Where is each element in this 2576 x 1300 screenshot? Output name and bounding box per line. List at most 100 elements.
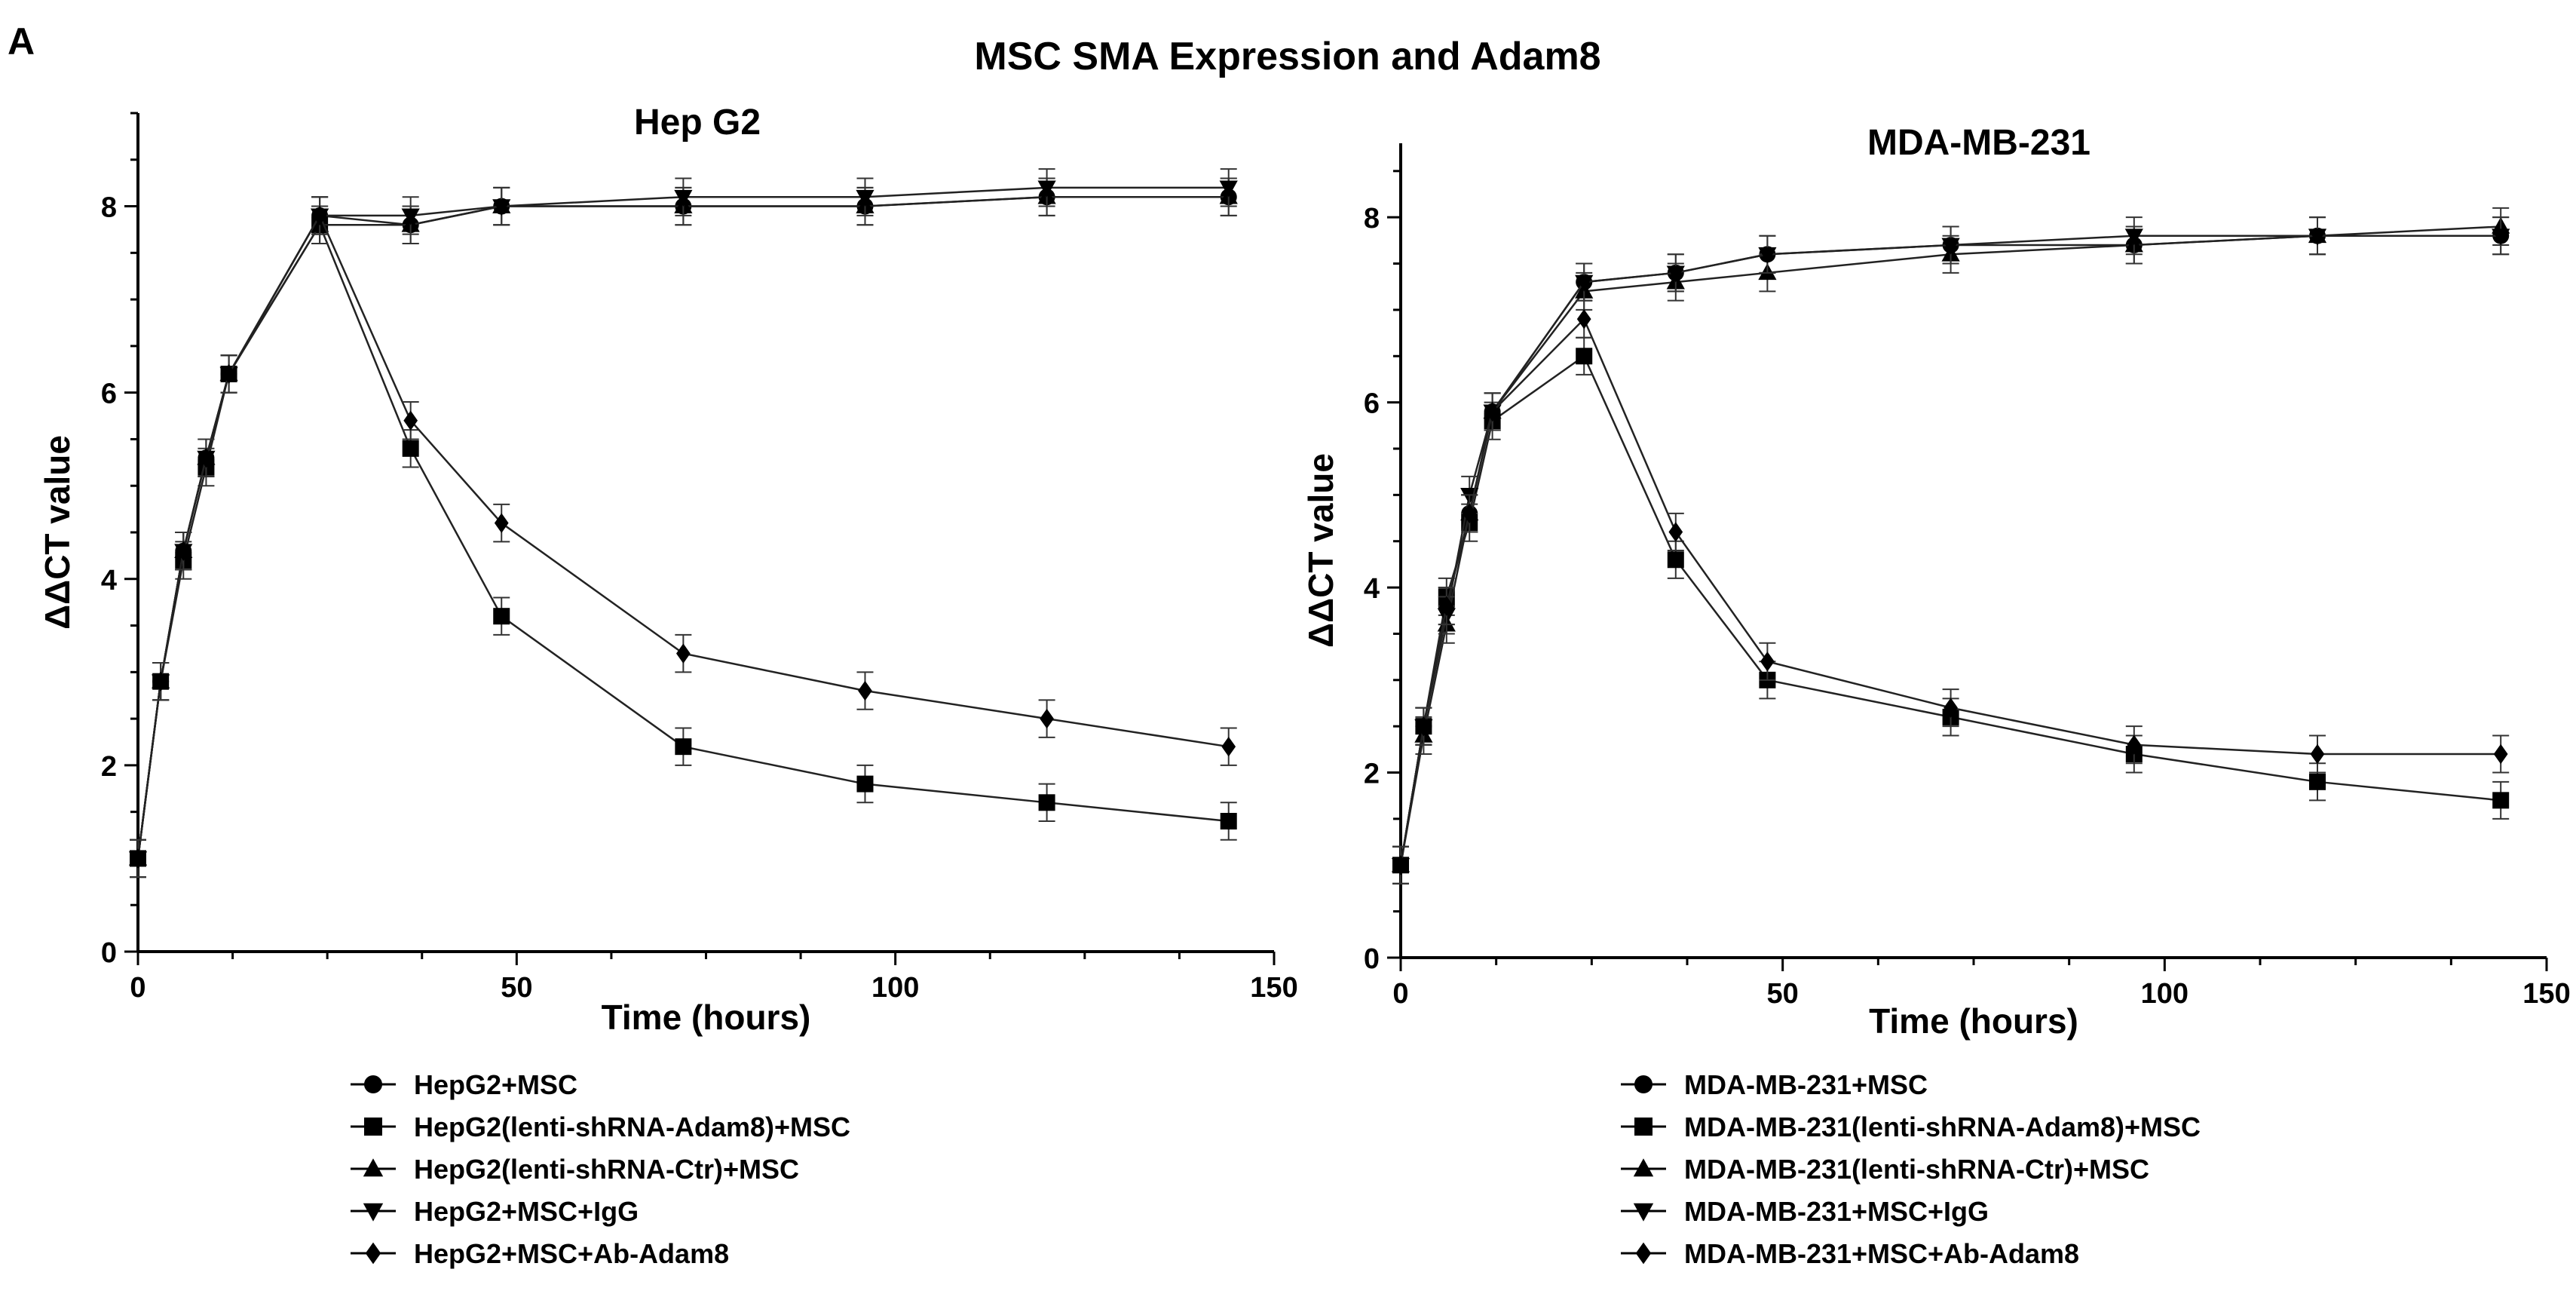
data-point	[856, 189, 874, 207]
legend-item: MDA-MB-231(lenti-shRNA-Ctr)+MSC	[1621, 1154, 2149, 1185]
data-point	[130, 848, 145, 869]
data-point	[403, 410, 418, 431]
chart-mda-mb-231: MDA-MB-231 0 2 4 6 8 0 50 100 150 Time (hours) ΔΔCT…	[1301, 123, 2571, 1269]
figure-title: MSC SMA Expression and Adam8	[974, 35, 1600, 78]
data-point	[1220, 813, 1237, 830]
data-point	[222, 363, 236, 385]
data-point	[674, 189, 693, 207]
data-point	[401, 208, 420, 225]
data-point	[2493, 744, 2508, 765]
legend-label: MDA-MB-231(lenti-shRNA-Adam8)+MSC	[1684, 1111, 2201, 1142]
data-point	[856, 775, 874, 793]
legend-label: HepG2+MSC+IgG	[414, 1196, 639, 1227]
x-tick-label: 50	[501, 972, 532, 1004]
series-line	[1399, 354, 2501, 866]
series-mda-mb-231-lenti-shrna-ctr-msc	[1391, 207, 2510, 885]
legend-marker	[1633, 1158, 1654, 1177]
x-axis-label: Time (hours)	[1869, 1001, 2078, 1041]
data-point	[1576, 348, 1593, 365]
series-mda-mb-231-msc-ab-adam8	[1392, 299, 2510, 885]
data-point	[1667, 551, 1684, 569]
y-tick-label: 2	[101, 751, 117, 783]
legend-marker	[1634, 1075, 1652, 1093]
y-tick-label: 4	[1364, 573, 1380, 605]
series-line	[1399, 235, 2501, 866]
x-tick-label: 0	[130, 972, 145, 1004]
data-point	[1417, 716, 1431, 737]
data-point	[1666, 265, 1685, 283]
data-point	[493, 608, 510, 625]
y-axis-label: ΔΔCT value	[38, 435, 77, 630]
legend-item: HepG2+MSC+IgG	[351, 1196, 639, 1227]
data-point	[2492, 228, 2510, 246]
series-line	[136, 213, 1229, 859]
series-line	[1399, 317, 2501, 866]
legend-marker	[365, 1242, 381, 1265]
legend-item: HepG2(lenti-shRNA-Ctr)+MSC	[351, 1154, 799, 1185]
legend-marker	[363, 1158, 384, 1177]
data-point	[1040, 708, 1054, 729]
legend-item: MDA-MB-231+MSC+Ab-Adam8	[1621, 1238, 2079, 1269]
series-line	[1399, 235, 2501, 866]
y-tick-label: 8	[1364, 203, 1380, 235]
data-point	[1758, 247, 1777, 264]
data-point	[858, 680, 872, 701]
data-point	[402, 440, 419, 457]
legend-item: MDA-MB-231+MSC+IgG	[1621, 1196, 1989, 1227]
y-axis-label: ΔΔCT value	[1301, 453, 1340, 648]
data-point	[492, 199, 511, 216]
data-point	[1575, 274, 1594, 292]
x-axis-label: Time (hours)	[602, 998, 811, 1037]
x-tick-label: 150	[2522, 978, 2570, 1010]
y-tick-label: 8	[101, 192, 117, 224]
legend-item: HepG2+MSC	[351, 1069, 577, 1100]
data-point	[1485, 401, 1499, 422]
panel-label: A	[8, 20, 35, 63]
y-tick-label: 4	[101, 565, 117, 596]
data-point	[1943, 698, 1958, 718]
y-tick-label: 6	[101, 379, 117, 410]
legend: HepG2+MSC HepG2(lenti-shRNA-Adam8)+MSC Hep…	[351, 1069, 850, 1269]
data-point	[312, 205, 327, 226]
data-point	[1037, 180, 1056, 198]
data-point	[1668, 522, 1683, 542]
chart-title: Hep G2	[634, 103, 761, 143]
data-point	[2492, 792, 2510, 809]
x-tick-label: 100	[871, 972, 919, 1004]
legend-label: MDA-MB-231+MSC+Ab-Adam8	[1684, 1238, 2079, 1269]
legend-label: MDA-MB-231+MSC	[1684, 1069, 1928, 1100]
chart-hepg2: Hep G2 0 2 4 6 8 0 50 100 150 Time (hours) ΔΔCT val…	[38, 103, 1298, 1269]
data-point	[1221, 736, 1236, 757]
series-hepg2-msc-igg	[128, 168, 1238, 878]
series-line	[1399, 225, 2501, 866]
data-point	[1462, 503, 1477, 524]
legend-label: HepG2(lenti-shRNA-Ctr)+MSC	[414, 1154, 799, 1185]
data-point	[676, 643, 691, 664]
series-line	[136, 222, 1229, 859]
data-point	[1393, 855, 1408, 875]
legend-item: MDA-MB-231+MSC	[1621, 1069, 1928, 1100]
y-tick-label: 6	[1364, 388, 1380, 420]
data-point	[153, 671, 168, 691]
data-point	[1941, 238, 1960, 255]
series-hepg2-msc-ab-adam8	[130, 196, 1237, 878]
chart-title: MDA-MB-231	[1867, 123, 2091, 163]
legend-label: HepG2+MSC+Ab-Adam8	[414, 1238, 729, 1269]
data-point	[1038, 794, 1055, 811]
series-hepg2-lenti-shrna-adam8-msc	[130, 205, 1237, 878]
legend-marker	[364, 1118, 382, 1136]
data-point	[199, 447, 213, 468]
legend: MDA-MB-231+MSC MDA-MB-231(lenti-shRNA-Ada…	[1621, 1069, 2201, 1269]
legend-marker	[1633, 1203, 1654, 1222]
x-tick-label: 50	[1767, 978, 1799, 1010]
legend-label: MDA-MB-231+MSC+IgG	[1684, 1196, 1989, 1227]
data-point	[1219, 180, 1238, 198]
data-point	[494, 513, 509, 533]
x-tick-label: 100	[2141, 978, 2189, 1010]
data-point	[176, 541, 191, 561]
legend-marker	[364, 1075, 382, 1093]
data-point	[675, 738, 692, 756]
legend-label: MDA-MB-231(lenti-shRNA-Ctr)+MSC	[1684, 1154, 2149, 1185]
series-hepg2-lenti-shrna-ctr-msc	[128, 177, 1238, 878]
